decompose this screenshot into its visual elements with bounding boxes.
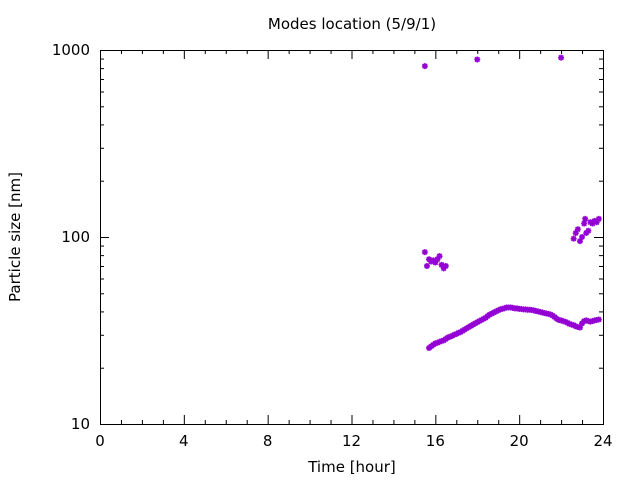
data-point [574,226,581,233]
data-points [421,54,602,351]
y-tick-label: 100 [61,228,90,246]
data-point [474,56,481,63]
y-axis: 10 100 1000 [52,41,603,433]
data-point [579,320,586,327]
data-point [595,316,602,323]
x-axis-label: Time [hour] [307,458,396,476]
x-tick-label: 16 [426,432,445,450]
data-point [436,338,443,345]
data-point [421,63,428,70]
data-point [434,339,441,346]
plot-frame [100,50,604,425]
x-tick-label: 4 [179,432,189,450]
data-point [438,261,445,268]
x-tick-label: 0 [95,432,105,450]
data-point [434,256,441,263]
data-point [582,215,589,222]
y-axis-label: Particle size [nm] [6,172,24,302]
data-point [593,219,600,226]
data-point [576,324,583,331]
data-point [442,262,449,269]
x-tick-label: 24 [593,432,612,450]
data-point [562,318,569,325]
x-tick-label: 12 [342,432,361,450]
data-point [576,238,583,245]
data-point [558,54,565,61]
data-point [447,333,454,340]
x-tick-label: 20 [510,432,529,450]
data-point [432,259,439,266]
data-point [589,220,596,227]
data-point [579,234,586,240]
data-point [440,265,447,272]
data-point [572,230,579,237]
data-point [423,262,430,269]
data-point [581,220,588,227]
x-tick-label: 8 [263,432,273,450]
chart-title: Modes location (5/9/1) [268,15,436,33]
x-axis: 0 4 8 12 16 20 24 [95,50,613,450]
data-point [570,235,577,242]
data-point [451,331,458,338]
y-tick-label: 1000 [52,41,90,59]
data-point [595,215,602,222]
data-point [585,227,592,234]
y-tick-label: 10 [71,415,90,433]
data-point [436,253,443,260]
data-point [444,334,451,341]
data-point [421,249,428,256]
